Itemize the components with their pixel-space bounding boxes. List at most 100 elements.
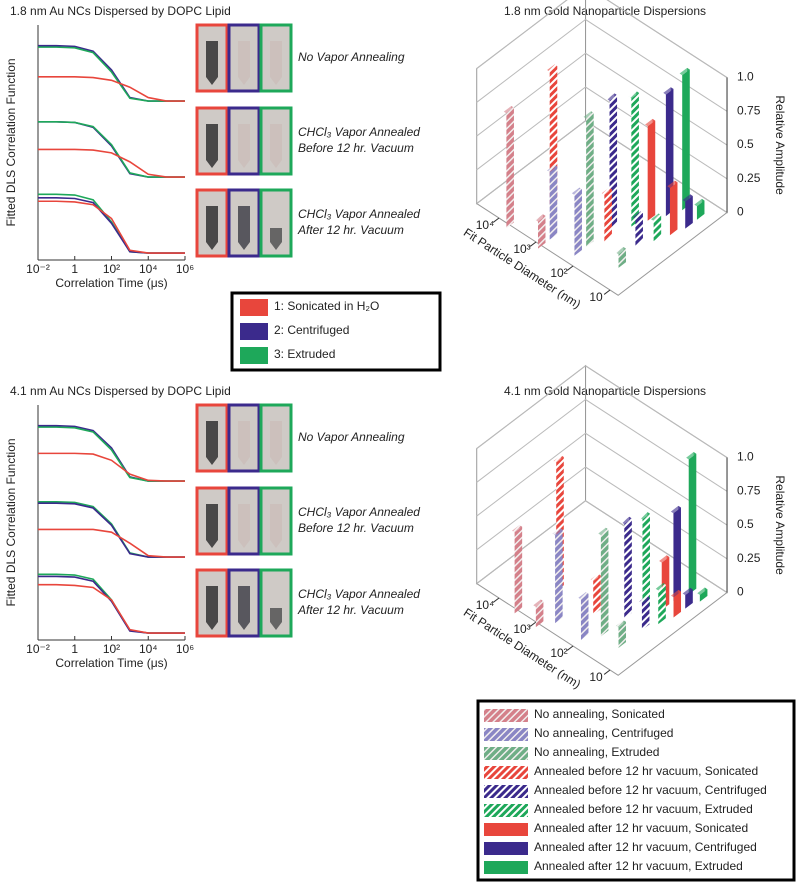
- bar-top: [552, 528, 563, 536]
- bar: [580, 593, 589, 640]
- curve: [38, 200, 185, 254]
- bar: [631, 92, 639, 227]
- chart-title: 1.8 nm Au NCs Dispersed by DOPC Lipid: [10, 4, 231, 18]
- bar-top: [578, 592, 589, 600]
- y-tick-label: 1.0: [737, 70, 754, 84]
- x-tick-label: 10⁴: [139, 642, 158, 656]
- bar: [673, 591, 682, 618]
- y-axis-label: Fitted DLS Correlation Function: [4, 438, 18, 606]
- bar-top: [697, 587, 708, 595]
- annotation: No Vapor Annealing: [298, 50, 405, 64]
- bar: [600, 529, 609, 637]
- legend-label: Annealed after 12 hr vacuum, Sonicated: [534, 821, 748, 835]
- legend-swatch: [240, 299, 268, 316]
- bar: [593, 575, 601, 615]
- bar-top: [583, 111, 594, 119]
- bar-top: [651, 213, 662, 221]
- legend-label: 3: Extruded: [274, 347, 335, 361]
- y-tick-label: 0.75: [737, 483, 761, 497]
- bar-top: [590, 573, 601, 582]
- y-tick-label: 0.25: [737, 171, 761, 185]
- curve: [38, 120, 185, 178]
- bar: [642, 513, 650, 614]
- legend-swatch: [484, 823, 528, 836]
- legend-swatch: [484, 842, 528, 855]
- legend-label: No annealing, Sonicated: [534, 707, 665, 721]
- vial: [270, 124, 282, 168]
- y-tick-label: 0.5: [737, 137, 754, 151]
- tick-mark: [603, 289, 611, 295]
- x-tick-label: 10⁴: [476, 598, 495, 612]
- vial: [238, 586, 250, 630]
- x-tick-label: 10²: [550, 646, 567, 660]
- tick-mark: [492, 217, 500, 223]
- bar: [604, 189, 612, 243]
- x-tick-label: 10⁶: [176, 262, 194, 276]
- bar-top: [682, 194, 693, 202]
- annotation: CHCl₃ Vapor Annealed: [298, 505, 420, 519]
- grid-line: [476, 18, 728, 112]
- bar-top: [628, 91, 639, 99]
- legend-label: Annealed before 12 hr vacuum, Centrifuge…: [534, 783, 767, 797]
- x-tick-label: 10²: [103, 262, 120, 276]
- bar: [514, 526, 523, 614]
- annotation: CHCl₃ Vapor Annealed: [298, 587, 420, 601]
- bar: [574, 189, 582, 256]
- bar-top: [503, 105, 514, 114]
- bar-top: [547, 164, 558, 173]
- tick-mark: [603, 669, 611, 675]
- bar-top: [615, 620, 627, 628]
- annotation: CHCl₃ Vapor Annealed: [298, 207, 420, 221]
- chart-title: 4.1 nm Au NCs Dispersed by DOPC Lipid: [10, 384, 231, 398]
- x-tick-label: 10: [589, 670, 603, 684]
- bar-top: [645, 118, 656, 127]
- annotation: After 12 hr. Vacuum: [297, 603, 404, 617]
- vial: [238, 421, 250, 465]
- bar-top: [621, 516, 632, 525]
- bar: [618, 248, 627, 268]
- bar: [699, 589, 708, 602]
- grid-line: [476, 0, 728, 78]
- legend-label: Annealed before 12 hr vacuum, Sonicated: [534, 764, 758, 778]
- bar-top: [601, 187, 612, 195]
- bar-top: [547, 64, 558, 72]
- bar-top: [679, 67, 690, 76]
- bar-top: [571, 187, 582, 195]
- bar-top: [682, 587, 693, 596]
- bar: [555, 529, 563, 624]
- curve: [38, 196, 185, 254]
- legend-label: Annealed after 12 hr vacuum, Centrifuged: [534, 840, 757, 854]
- bar-top: [639, 512, 650, 520]
- y-axis-label: Relative Amplitude: [773, 475, 787, 575]
- annotation: After 12 hr. Vacuum: [297, 223, 404, 237]
- bar: [535, 601, 544, 628]
- bar-top: [670, 589, 682, 598]
- grid-line: [476, 432, 728, 526]
- vial: [206, 206, 218, 250]
- bar: [624, 518, 632, 619]
- annotation: Before 12 hr. Vacuum: [298, 141, 414, 155]
- x-tick-label: 10⁻²: [26, 642, 50, 656]
- vial: [270, 41, 282, 85]
- y-tick-label: 0.75: [737, 103, 761, 117]
- y-tick-label: 0.5: [737, 517, 754, 531]
- x-tick-label: 1: [71, 262, 78, 276]
- vial: [270, 504, 282, 548]
- bar: [641, 597, 650, 631]
- grid-line: [476, 398, 728, 492]
- x-axis-label: Correlation Time (μs): [55, 276, 167, 290]
- x-tick-label: 10²: [550, 266, 567, 280]
- bar-top: [632, 211, 643, 219]
- tick-mark: [529, 241, 537, 247]
- curve: [38, 573, 185, 634]
- legend-label: 2: Centrifuged: [274, 323, 349, 337]
- vial: [238, 206, 250, 250]
- y-axis-label: Relative Amplitude: [773, 95, 787, 195]
- curve: [38, 452, 185, 482]
- bar-top: [606, 93, 618, 101]
- chart-title: 1.8 nm Gold Nanoparticle Dispersions: [504, 4, 706, 18]
- bar: [549, 166, 558, 240]
- bar: [682, 69, 690, 211]
- legend-swatch: [240, 323, 268, 340]
